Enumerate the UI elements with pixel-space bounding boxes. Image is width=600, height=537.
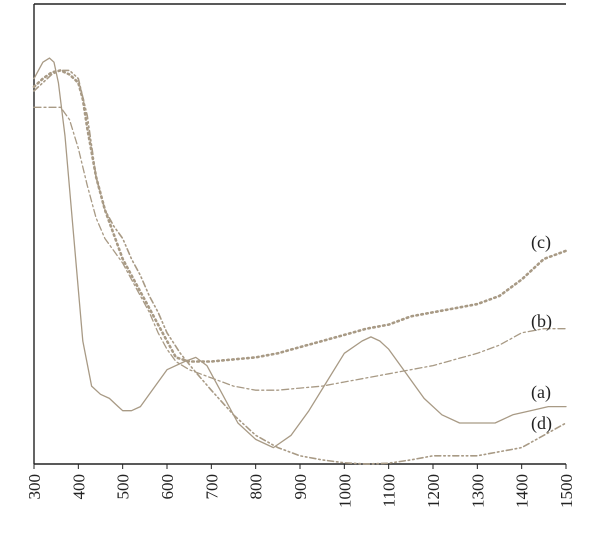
series-line-d [33,69,567,465]
series-group [32,57,568,465]
x-tick-label: 300 [25,474,44,500]
x-tick-label: 600 [158,474,177,500]
x-axis-ticks: 300 400 500 600 700 800 900 1000 1100 1200 1300 140… [25,464,576,508]
x-tick-label: 1200 [424,474,443,508]
x-tick-label: 1000 [335,474,354,508]
series-label-c: (c) [531,232,551,253]
series-line-b [33,106,567,391]
x-tick-label: 700 [202,474,221,500]
series-labels: (a) (b) (c) (d) [531,232,552,434]
x-tick-label: 1100 [380,474,399,507]
series-label-d: (d) [531,413,552,434]
x-tick-label: 1400 [513,474,532,508]
x-tick-label: 1300 [468,474,487,508]
series-label-a: (a) [531,382,551,403]
x-tick-label: 900 [291,474,310,500]
series-line-a [33,57,567,449]
x-tick-label: 800 [247,474,266,500]
series-line-c [32,69,568,363]
series-label-b: (b) [531,311,552,332]
x-tick-label: 400 [69,474,88,500]
x-tick-label: 1500 [557,474,576,508]
x-tick-label: 500 [114,474,133,500]
